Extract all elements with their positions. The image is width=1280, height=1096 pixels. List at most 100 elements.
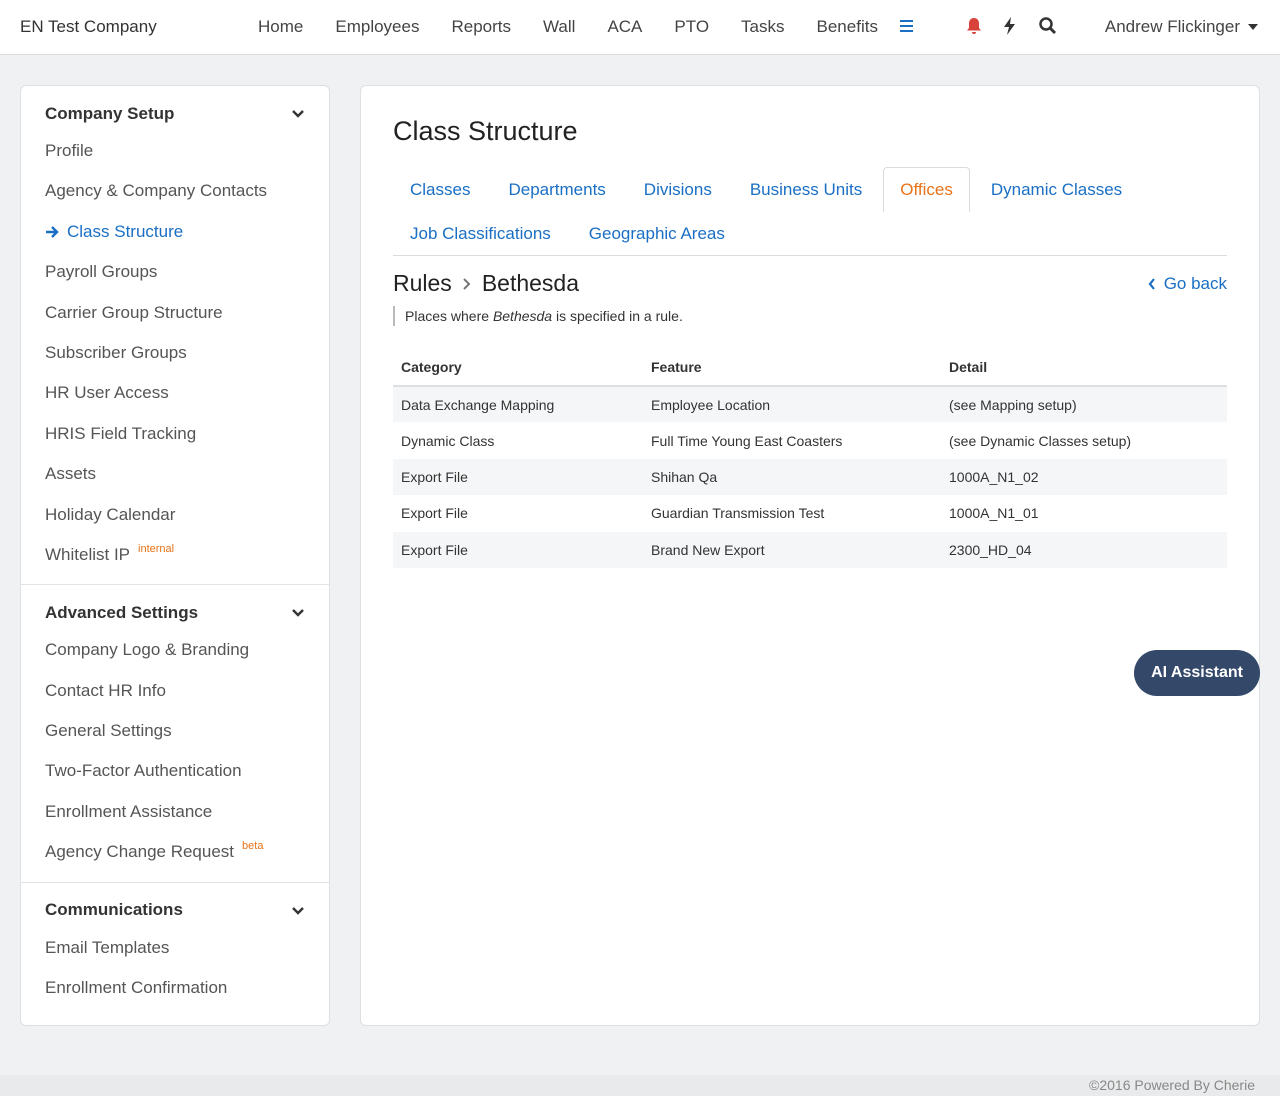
user-name: Andrew Flickinger [1104, 17, 1240, 36]
table-cell: Data Exchange Mapping [393, 386, 643, 423]
sidebar-item[interactable]: Company Logo & Branding [21, 630, 329, 670]
crumb[interactable]: Rules [393, 270, 452, 296]
nav-links: Home Employees Reports Wall ACA PTO Tasks Benef… [258, 17, 878, 37]
active-arrow [46, 226, 59, 238]
sidebar-item-label: General Settings [45, 721, 172, 741]
sidebar-item[interactable]: Enrollment Assistance [21, 792, 329, 832]
tab[interactable]: Classes [410, 180, 471, 199]
sidebar-item[interactable]: Carrier Group Structure [21, 293, 329, 333]
sidebar-item-label: Enrollment Confirmation [45, 978, 228, 998]
sidebar-item[interactable]: Agency & Company Contacts [21, 171, 329, 211]
tab[interactable]: Geographic Areas [588, 224, 725, 243]
sidebar-item-label: Carrier Group Structure [45, 302, 223, 322]
table-row: Data Exchange Mapping Employee Location (s… [393, 386, 1227, 423]
caret [1248, 24, 1258, 30]
tab[interactable]: Dynamic Classes [990, 180, 1123, 199]
sidebar-item-label: Agency Change Request [45, 842, 235, 862]
section-title: Company Setup [45, 103, 175, 123]
section-title: Advanced Settings [45, 602, 199, 622]
menu-icon[interactable] [898, 16, 918, 36]
tab[interactable]: Departments [508, 180, 606, 199]
nav-link[interactable]: PTO [674, 17, 710, 36]
sidebar-item[interactable]: Email Templates [21, 928, 329, 968]
sidebar-item[interactable]: HR User Access [21, 373, 329, 413]
sidebar-item-label: Subscriber Groups [45, 342, 187, 362]
sidebar-item[interactable]: Enrollment Confirmation [21, 968, 329, 1008]
sidebar-item-label: HRIS Field Tracking [45, 423, 197, 443]
sidebar-item[interactable]: Payroll Groups [21, 252, 329, 292]
nav-link[interactable]: Tasks [741, 17, 785, 36]
sidebar-item[interactable]: General Settings [21, 711, 329, 751]
sidebar-badge: beta [242, 840, 264, 853]
tabs: Classes Departments Divisions Business Unit… [393, 167, 1227, 256]
sidebar-item[interactable]: HRIS Field Tracking [21, 414, 329, 454]
sidebar-item[interactable]: Subscriber Groups [21, 333, 329, 373]
section-header[interactable]: Communications [21, 893, 329, 928]
sidebar-item[interactable]: Assets [21, 454, 329, 494]
table-row: Export File Guardian Transmission Test 100… [393, 495, 1227, 531]
rules-table: Category Feature Detail Data Exchange Mappi… [393, 348, 1227, 568]
go-back-label: Go back [1163, 274, 1227, 293]
nav-link[interactable]: Reports [451, 17, 511, 36]
sidebar-section: Advanced Settings Company Logo & Branding… [21, 585, 329, 883]
bolt-icon[interactable] [1000, 16, 1020, 36]
back-chevron [1148, 278, 1155, 290]
sidebar-item[interactable]: Whitelist IP internal [21, 535, 329, 575]
breadcrumb: Rules Bethesda [393, 270, 579, 297]
note-text: is specified in a rule. [556, 308, 683, 324]
sidebar-item-label: Contact HR Info [45, 680, 166, 700]
note-emphasis: Bethesda [492, 308, 553, 324]
sidebar-section: Company Setup Profile Agency & Company Con… [21, 86, 329, 586]
nav-link[interactable]: Home [258, 17, 304, 36]
tab[interactable]: Offices [883, 167, 970, 212]
section-header[interactable]: Company Setup [21, 96, 329, 131]
search-icon[interactable] [1038, 16, 1058, 36]
table-row: Export File Brand New Export 2300_HD_04 [393, 531, 1227, 568]
nav-link[interactable]: Employees [335, 17, 420, 36]
column-header: Detail [941, 348, 1227, 387]
sidebar-item-label: HR User Access [45, 383, 169, 403]
table-cell: Shihan Qa [643, 458, 941, 496]
sidebar-item[interactable]: Contact HR Info [21, 671, 329, 711]
note: Places where Bethesda is specified in a … [393, 306, 683, 326]
navbar: EN Test Company Home Employees Reports Wall… [0, 0, 1280, 55]
table-cell: Dynamic Class [401, 432, 495, 449]
sidebar-item-label: Class Structure [67, 221, 184, 241]
sidebar-item-label: Whitelist IP [45, 544, 131, 564]
sidebar-item-label: Holiday Calendar [45, 504, 176, 524]
sidebar-item-label: Assets [45, 464, 97, 484]
table-cell: Full Time Young East Coasters [651, 432, 843, 449]
sidebar-section: Communications Email Templates Enrollment … [21, 883, 329, 1018]
sidebar-item[interactable]: Two-Factor Authentication [21, 751, 329, 791]
table-cell: Export File [393, 531, 643, 568]
ai-assistant-button[interactable]: AI Assistant [1134, 650, 1260, 696]
sidebar-item[interactable]: Profile [21, 131, 329, 171]
sidebar-item[interactable]: Holiday Calendar [21, 495, 329, 535]
tab[interactable]: Business Units [749, 180, 863, 199]
nav-link[interactable]: Wall [543, 17, 576, 36]
section-chevron [292, 110, 304, 118]
section-header[interactable]: Advanced Settings [21, 595, 329, 630]
note-text: Places where [405, 308, 490, 324]
user-menu[interactable]: Andrew Flickinger [1105, 17, 1258, 37]
sidebar-item[interactable]: Class Structure [21, 212, 329, 252]
tab[interactable]: Divisions [643, 180, 712, 199]
nav-link[interactable]: ACA [607, 17, 643, 36]
header-row: Category Feature Detail [393, 348, 1227, 387]
table-body: Data Exchange Mapping Employee Location (s… [393, 386, 1227, 568]
table-row: Dynamic Class Full Time Young East Coaste… [393, 422, 1227, 458]
nav-icons [898, 16, 1058, 36]
sidebar-item[interactable]: Agency Change Request beta [21, 832, 329, 872]
brand[interactable]: EN Test Company [20, 17, 157, 36]
tab[interactable]: Job Classifications [410, 224, 551, 243]
column-header: Category [393, 348, 643, 387]
crumb: Bethesda [481, 270, 580, 296]
table-row: Export File Shihan Qa 1000A_N1_02 [393, 458, 1227, 496]
bell-icon[interactable] [964, 16, 984, 36]
sidebar-item-label: Company Logo & Branding [45, 640, 250, 660]
go-back[interactable]: Go back [1148, 274, 1227, 294]
section-title: Communications [45, 900, 183, 920]
nav-link[interactable]: Benefits [816, 17, 878, 36]
table-cell: (see Mapping setup) [941, 386, 1227, 423]
